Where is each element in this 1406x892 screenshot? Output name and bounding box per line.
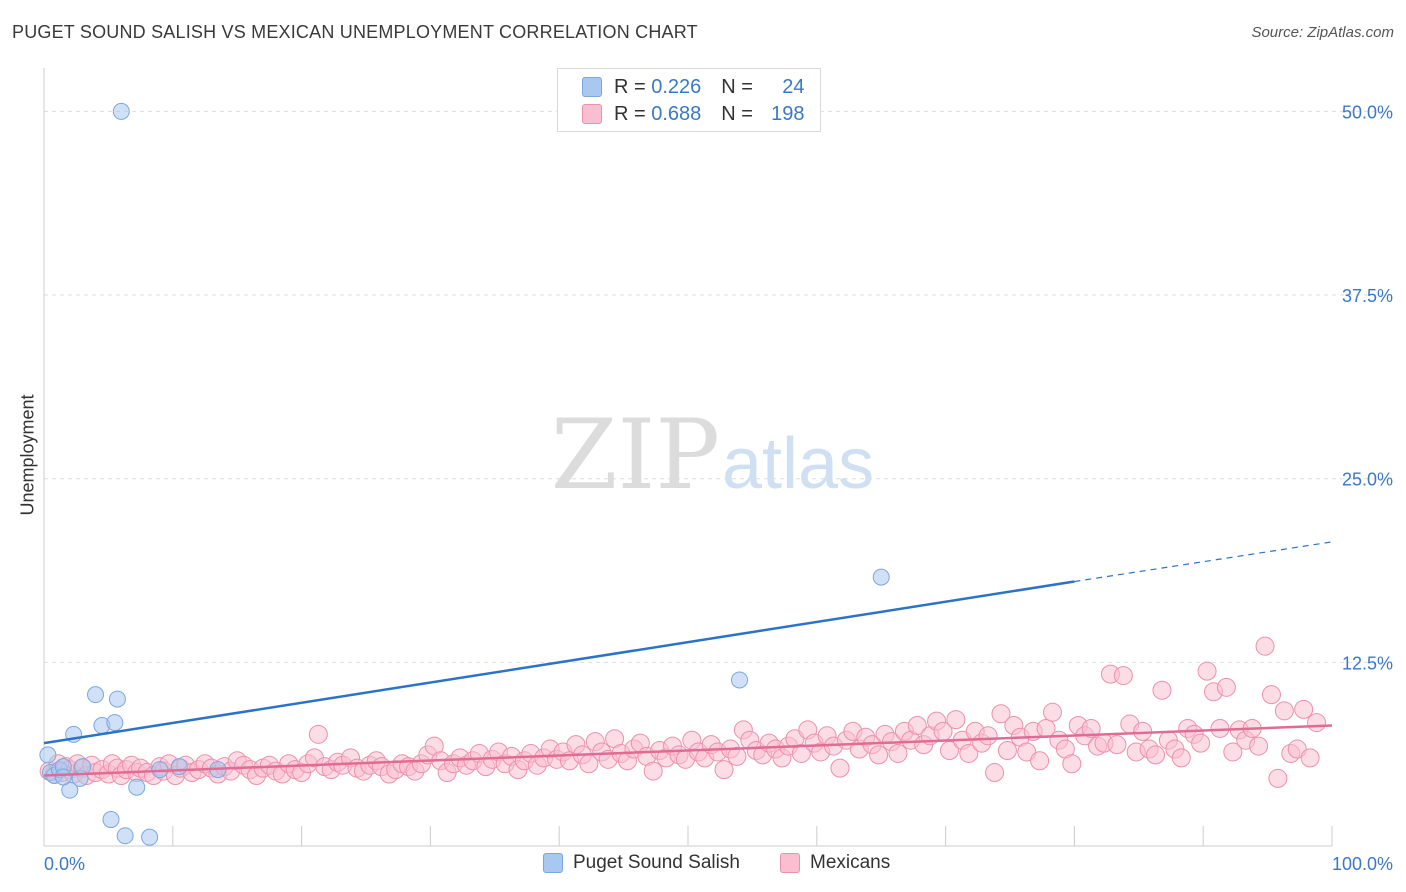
bottom-legend-label-mexicans: Mexicans	[810, 852, 891, 873]
data-point	[1255, 636, 1275, 656]
chart-title: PUGET SOUND SALISH VS MEXICAN UNEMPLOYME…	[12, 22, 698, 42]
data-point	[1113, 666, 1133, 686]
legend-n-label: N =	[721, 75, 753, 98]
data-point	[1191, 733, 1211, 753]
y-tick-labels: 12.5% 25.0% 37.5% 50.0%	[1342, 102, 1393, 673]
data-point	[1261, 685, 1281, 705]
legend-n-value: 24	[782, 75, 805, 98]
trend-line-puget	[43, 580, 1075, 745]
data-point	[54, 768, 72, 786]
data-point	[643, 761, 663, 781]
correlation-legend: R = 0.226 N = 24 R = 0.688 N = 198	[557, 68, 821, 132]
data-point	[1171, 748, 1191, 768]
data-point	[87, 686, 105, 704]
trend-line-mexicans	[43, 724, 1333, 777]
legend-swatch-mexicans	[582, 104, 602, 124]
y-tick-label: 50.0%	[1342, 102, 1393, 122]
x-tick-label-min: 0.0%	[44, 854, 85, 874]
data-point	[116, 827, 134, 845]
data-point	[1249, 736, 1269, 756]
data-point	[74, 758, 92, 776]
data-point	[1223, 742, 1243, 762]
trend-lines	[43, 541, 1333, 777]
legend-r-label: R =	[614, 102, 646, 125]
legend-r-value: 0.226	[651, 75, 702, 98]
x-tick-label-max: 100.0%	[1332, 854, 1393, 874]
data-point	[1107, 735, 1127, 755]
data-point	[112, 102, 130, 120]
legend-row-puget: R = 0.226 N = 24	[582, 75, 805, 99]
source-label: Source: ZipAtlas.com	[1251, 24, 1394, 41]
data-point	[1043, 702, 1063, 722]
y-tick-label: 37.5%	[1342, 286, 1393, 306]
bottom-legend-swatch-puget	[543, 853, 563, 873]
data-point	[1146, 745, 1166, 765]
data-point	[731, 671, 749, 689]
data-point	[997, 741, 1017, 760]
watermark-atlas: atlas	[722, 424, 874, 504]
data-point	[128, 778, 146, 796]
legend-row-mexicans: R = 0.688 N = 198	[582, 102, 805, 126]
data-point	[1152, 680, 1172, 700]
y-tick-label: 25.0%	[1342, 470, 1393, 490]
data-point	[1307, 713, 1327, 733]
legend-n-value: 198	[771, 102, 805, 125]
data-point	[1197, 661, 1217, 681]
data-point	[888, 743, 908, 763]
data-point	[308, 724, 328, 744]
data-point	[1294, 699, 1314, 719]
data-point	[907, 716, 927, 736]
legend-swatch-puget	[582, 77, 602, 97]
data-point	[991, 704, 1011, 724]
y-tick-label: 12.5%	[1342, 653, 1393, 673]
data-point	[714, 760, 734, 780]
bottom-legend-label-puget: Puget Sound Salish	[573, 852, 740, 873]
data-point	[946, 710, 966, 730]
legend-n-label: N =	[721, 102, 753, 125]
data-point	[108, 690, 126, 708]
data-point	[791, 743, 811, 763]
data-point	[1274, 701, 1294, 721]
bottom-legend-swatch-mexicans	[780, 853, 800, 873]
data-point	[141, 828, 159, 846]
data-point	[985, 763, 1005, 783]
legend-r-label: R =	[614, 75, 646, 98]
data-point	[1030, 751, 1050, 771]
data-point	[1300, 748, 1320, 768]
data-point	[1216, 677, 1236, 697]
data-point	[872, 568, 890, 586]
data-point	[1081, 718, 1101, 738]
data-point	[978, 726, 998, 746]
x-ticks	[172, 826, 1333, 846]
trend-line-puget-extension	[1074, 541, 1333, 583]
watermark-zip: ZIP	[551, 399, 720, 511]
data-point	[869, 745, 889, 765]
data-point	[830, 758, 850, 778]
data-point	[39, 746, 57, 764]
data-point	[1062, 754, 1082, 774]
legend-r-value: 0.688	[651, 102, 702, 125]
y-axis-label: Unemployment	[17, 394, 38, 516]
data-point	[106, 714, 124, 732]
data-point	[102, 811, 120, 829]
data-point	[170, 758, 188, 776]
data-point	[959, 743, 979, 763]
bottom-legend-mexicans[interactable]: Mexicans	[780, 852, 890, 874]
bottom-legend-puget[interactable]: Puget Sound Salish	[543, 852, 740, 874]
gridlines	[44, 110, 1392, 663]
data-point	[1268, 768, 1288, 788]
